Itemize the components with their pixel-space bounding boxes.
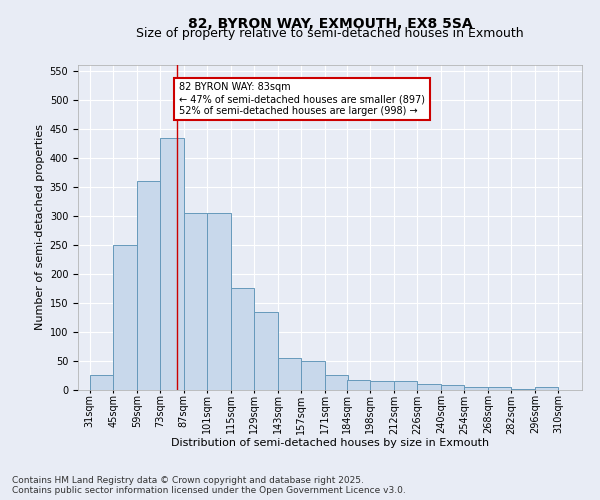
Text: Size of property relative to semi-detached houses in Exmouth: Size of property relative to semi-detach… [136,28,524,40]
Bar [160,138,184,390]
Bar [347,380,370,390]
Bar [278,358,301,390]
Bar [301,361,325,390]
Bar [441,386,464,390]
Bar [394,382,418,390]
Bar [511,389,535,390]
Bar [325,376,349,390]
Bar [254,312,278,390]
Bar [90,376,113,390]
Text: Contains HM Land Registry data © Crown copyright and database right 2025.
Contai: Contains HM Land Registry data © Crown c… [12,476,406,495]
Bar [418,384,441,390]
Bar [113,245,137,390]
Bar [535,387,559,390]
Bar [464,387,488,390]
Bar [208,213,231,390]
Bar [231,288,254,390]
Bar [184,213,208,390]
Y-axis label: Number of semi-detached properties: Number of semi-detached properties [35,124,46,330]
Text: 82, BYRON WAY, EXMOUTH, EX8 5SA: 82, BYRON WAY, EXMOUTH, EX8 5SA [188,18,472,32]
Bar [488,387,511,390]
Bar [137,181,160,390]
Text: 82 BYRON WAY: 83sqm
← 47% of semi-detached houses are smaller (897)
52% of semi-: 82 BYRON WAY: 83sqm ← 47% of semi-detach… [179,82,425,116]
Bar [370,382,394,390]
X-axis label: Distribution of semi-detached houses by size in Exmouth: Distribution of semi-detached houses by … [171,438,489,448]
